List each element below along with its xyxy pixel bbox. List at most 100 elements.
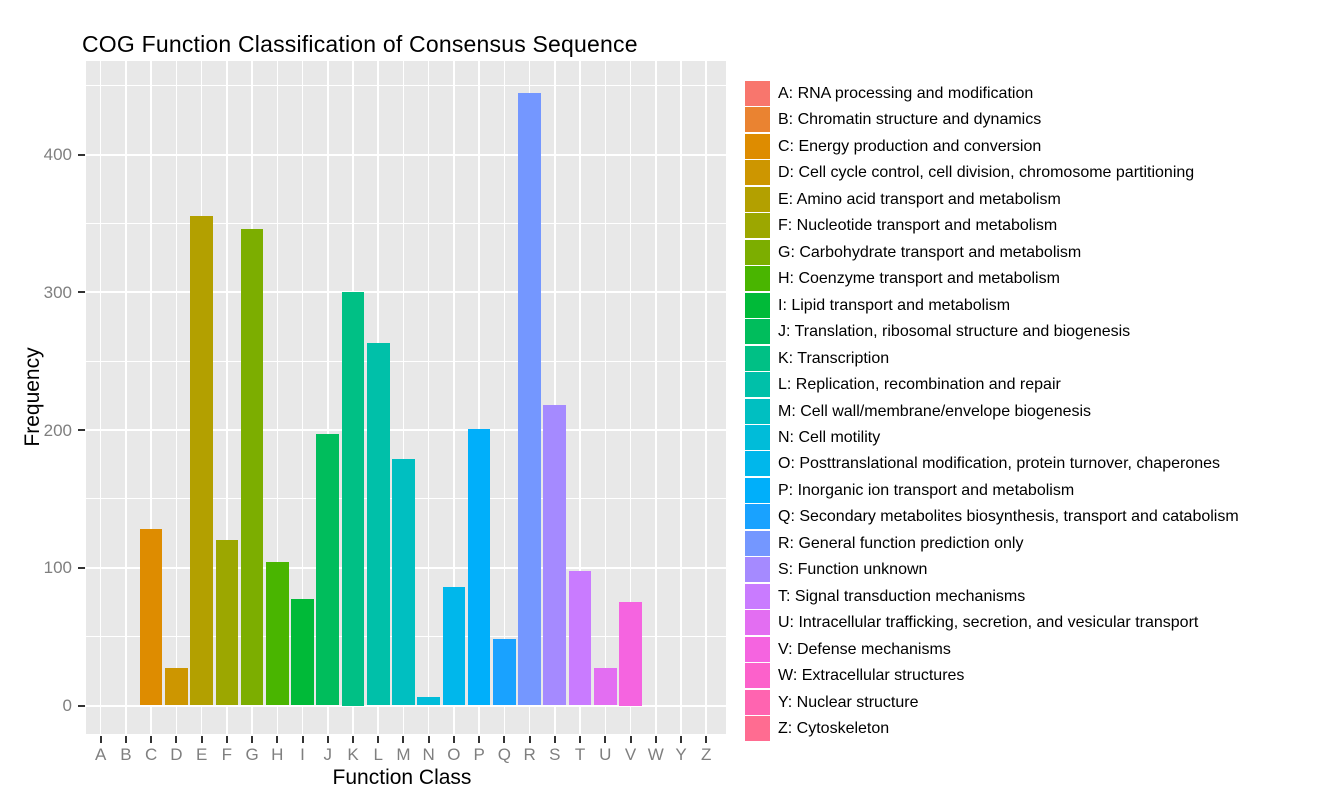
- x-tick-label: H: [271, 745, 284, 764]
- legend-swatch: [745, 239, 770, 265]
- x-tick-mark: [377, 736, 380, 743]
- x-tick-label: N: [422, 745, 435, 764]
- bar-L: [366, 343, 390, 706]
- gridline-vertical: [604, 61, 607, 734]
- x-tick-mark: [553, 736, 556, 743]
- gridline-vertical: [503, 61, 506, 734]
- x-tick-mark: [629, 736, 632, 743]
- gridline-vertical: [125, 61, 127, 734]
- x-tick-label: E: [195, 745, 208, 764]
- x-tick-label: Q: [497, 745, 511, 764]
- gridline-major: [86, 291, 726, 294]
- x-axis-label: Function Class: [332, 766, 472, 789]
- gridline-vertical: [478, 61, 480, 734]
- legend-label: B: Chromatin structure and dynamics: [778, 111, 1042, 129]
- x-tick-label: M: [396, 745, 411, 764]
- x-tick-label: W: [647, 745, 664, 764]
- gridline-vertical: [226, 61, 228, 734]
- x-tick-mark: [654, 736, 657, 743]
- x-tick-label: V: [624, 745, 637, 764]
- x-tick-label: S: [549, 745, 561, 764]
- x-tick-mark: [452, 736, 455, 743]
- x-tick-label: I: [300, 745, 305, 764]
- legend-swatch: [745, 107, 770, 133]
- legend-label: S: Function unknown: [778, 561, 928, 579]
- bar-R: [518, 92, 541, 706]
- x-tick-label: D: [170, 745, 183, 764]
- legend-label: T: Signal transduction mechanisms: [778, 587, 1026, 605]
- legend-swatch: [745, 451, 770, 477]
- y-tick-mark: [78, 704, 85, 707]
- legend-swatch: [745, 398, 770, 424]
- bar-U: [593, 668, 617, 706]
- x-tick-mark: [326, 736, 329, 743]
- legend-swatch: [745, 504, 770, 530]
- legend-label: A: RNA processing and modification: [778, 85, 1034, 102]
- legend-swatch: [745, 266, 770, 292]
- x-tick-mark: [705, 736, 708, 743]
- x-tick-mark: [579, 736, 582, 743]
- x-tick-mark: [604, 736, 607, 743]
- legend-label: J: Translation, ribosomal structure and …: [778, 323, 1131, 341]
- bar-O: [442, 587, 466, 706]
- legend-label: P: Inorganic ion transport and metabolis…: [778, 481, 1075, 499]
- y-tick-label: 0: [62, 696, 72, 715]
- bar-K: [341, 292, 365, 706]
- legend-swatch: [745, 477, 770, 503]
- legend-label: Q: Secondary metabolites biosynthesis, t…: [778, 508, 1239, 526]
- legend-label: M: Cell wall/membrane/envelope biogenesi…: [778, 402, 1092, 420]
- legend-label: I: Lipid transport and metabolism: [778, 296, 1011, 314]
- gridline-vertical: [99, 61, 102, 734]
- legend-label: F: Nucleotide transport and metabolism: [778, 217, 1058, 235]
- gridline-vertical: [629, 61, 632, 734]
- legend-swatch: [745, 663, 770, 689]
- x-tick-label: T: [574, 745, 586, 764]
- legend-swatch: [745, 557, 770, 583]
- legend-label: E: Amino acid transport and metabolism: [778, 190, 1061, 208]
- gridline-vertical: [301, 61, 304, 734]
- legend-swatch: [745, 689, 770, 715]
- legend-label: K: Transcription: [778, 349, 890, 367]
- legend-swatch: [745, 160, 770, 186]
- x-tick-label: O: [447, 745, 461, 764]
- legend-label: Z: Cytoskeleton: [778, 720, 890, 738]
- bar-J: [316, 434, 340, 706]
- plot-panel: [86, 61, 726, 734]
- legend-label: O: Posttranslational modification, prote…: [778, 455, 1221, 473]
- x-tick-mark: [175, 736, 178, 743]
- gridline-vertical: [276, 61, 279, 734]
- legend-swatch: [745, 319, 770, 345]
- legend-label: W: Extracellular structures: [778, 667, 965, 685]
- x-tick-label: B: [120, 745, 132, 764]
- x-tick-mark: [427, 736, 430, 743]
- x-tick-label: C: [145, 745, 158, 764]
- legend-swatch: [745, 81, 770, 106]
- x-tick-label: F: [221, 745, 233, 764]
- x-tick-label: Y: [675, 745, 687, 764]
- bar-M: [392, 458, 415, 706]
- legend-label: H: Coenzyme transport and metabolism: [778, 270, 1060, 288]
- gridline-vertical: [427, 61, 430, 734]
- legend-swatch: [745, 213, 770, 239]
- legend-label: U: Intracellular trafficking, secretion,…: [778, 614, 1199, 632]
- x-tick-mark: [478, 736, 481, 743]
- bar-N: [417, 697, 441, 706]
- y-tick-label: 400: [43, 145, 72, 164]
- x-tick-mark: [99, 736, 102, 743]
- gridline-vertical: [705, 61, 707, 734]
- chart-title: COG Function Classification of Consensus…: [82, 31, 638, 57]
- gridline-vertical: [175, 61, 178, 734]
- legend-swatch: [745, 530, 770, 556]
- legend-label: R: General function prediction only: [778, 534, 1024, 552]
- bar-P: [467, 428, 491, 706]
- legend-label: Y: Nuclear structure: [778, 693, 919, 711]
- y-tick-mark: [78, 429, 85, 431]
- gridline-major: [86, 429, 726, 431]
- gridline-vertical: [655, 61, 657, 734]
- bar-Q: [493, 639, 516, 706]
- legend-label: L: Replication, recombination and repair: [778, 376, 1061, 394]
- x-tick-mark: [276, 736, 279, 743]
- x-tick-mark: [150, 736, 153, 743]
- legend-swatch: [745, 610, 770, 636]
